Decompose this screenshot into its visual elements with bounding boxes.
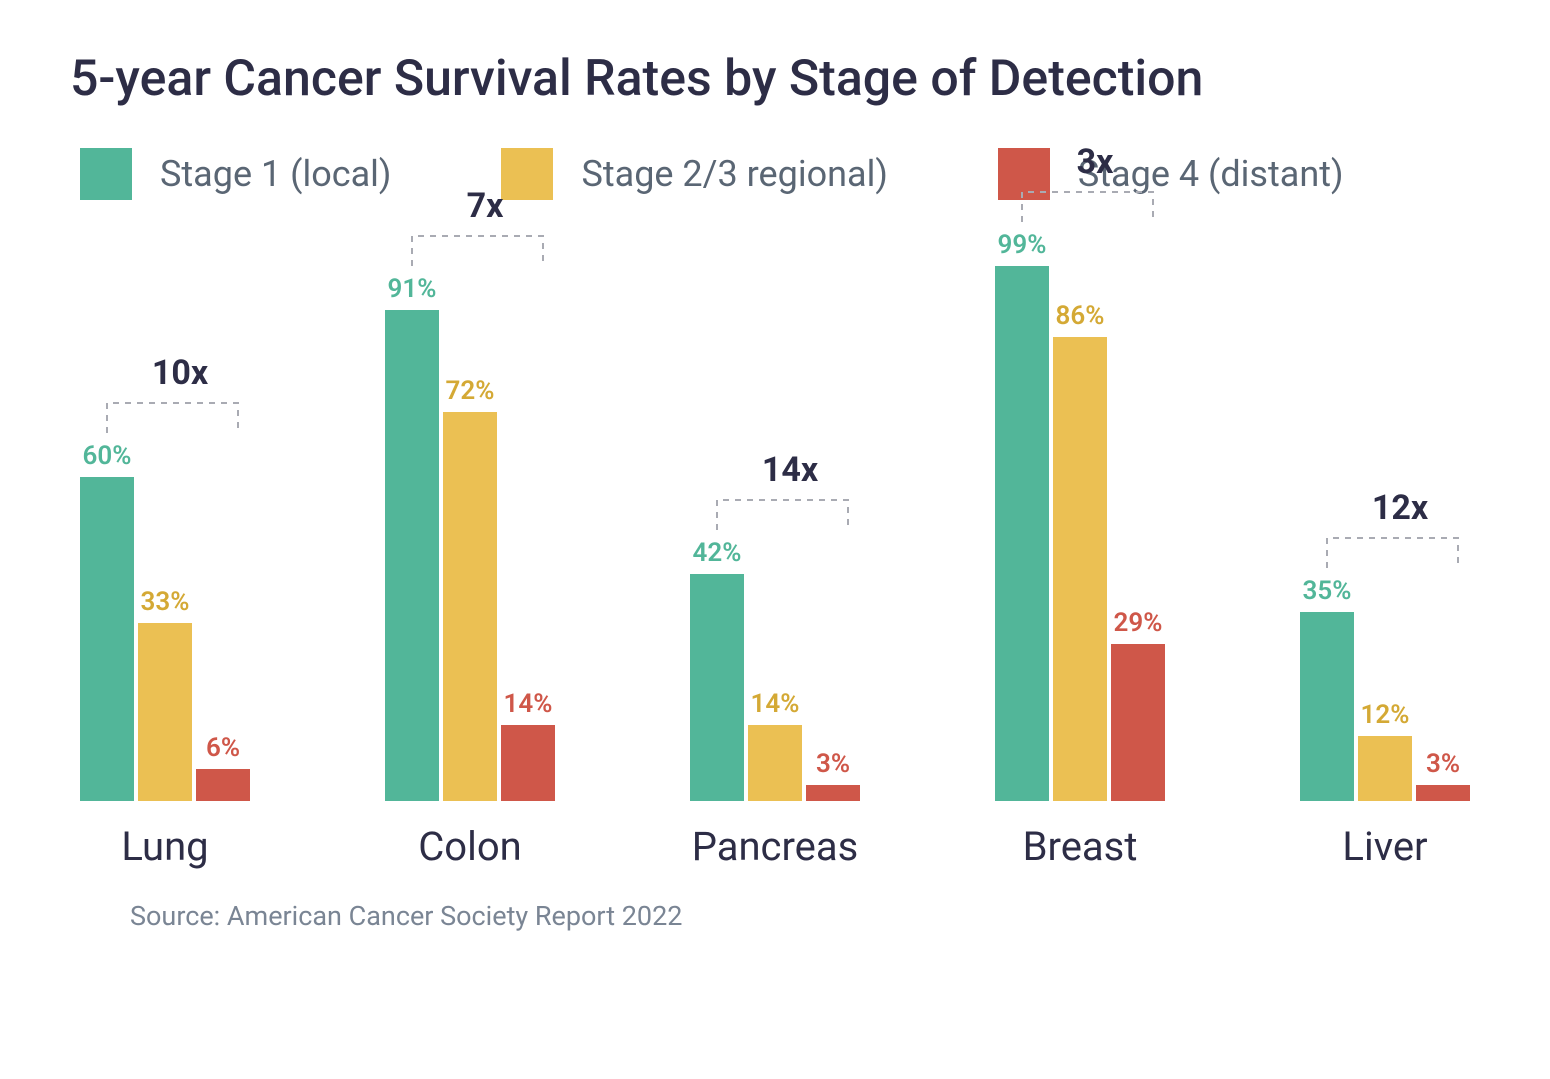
legend: Stage 1 (local) Stage 2/3 regional) Stag… [70, 148, 1480, 200]
bar-value-label: 14% [504, 689, 553, 719]
multiplier-label: 12x [1300, 488, 1500, 528]
group-pancreas: 14x 42% 14% 3% Pan [690, 538, 860, 870]
bar-value-label: 3% [816, 749, 850, 779]
bar-stage4: 3% [1416, 749, 1470, 801]
bar-value-label: 14% [751, 689, 800, 719]
bar-stage4: 6% [196, 733, 250, 801]
bar [443, 412, 497, 801]
bracket-icon [690, 490, 890, 530]
bars: 14x 42% 14% 3% [690, 538, 860, 801]
bar-stage23: 72% [443, 376, 497, 801]
bar-stage1: 35% [1300, 576, 1354, 801]
category-label: Lung [121, 823, 208, 870]
bar [501, 725, 555, 801]
bar-value-label: 60% [83, 441, 132, 471]
plot-area: 10x 60% 33% 6% Lun [70, 230, 1480, 870]
group-liver: 12x 35% 12% 3% Liv [1300, 576, 1470, 870]
bar [806, 785, 860, 801]
bar-value-label: 91% [388, 274, 437, 304]
bars: 12x 35% 12% 3% [1300, 576, 1470, 801]
bar-stage1: 99% [995, 230, 1049, 801]
legend-item-stage23: Stage 2/3 regional) [501, 148, 887, 200]
category-label: Pancreas [692, 823, 859, 870]
legend-item-stage1: Stage 1 (local) [80, 148, 391, 200]
bar [995, 266, 1049, 801]
bar-value-label: 72% [446, 376, 495, 406]
bar-value-label: 6% [206, 733, 240, 763]
category-label: Breast [1023, 823, 1138, 870]
bar-stage1: 42% [690, 538, 744, 801]
bar-groups: 10x 60% 33% 6% Lun [70, 230, 1480, 870]
multiplier-bracket: 10x [80, 353, 280, 437]
bar-value-label: 33% [141, 587, 190, 617]
multiplier-label: 14x [690, 450, 890, 490]
bar [1053, 337, 1107, 801]
legend-label: Stage 1 (local) [160, 153, 391, 195]
bar-stage23: 86% [1053, 301, 1107, 801]
bar-value-label: 35% [1303, 576, 1352, 606]
bar-stage23: 33% [138, 587, 192, 801]
bar [385, 310, 439, 801]
bar-value-label: 3% [1426, 749, 1460, 779]
chart-title: 5-year Cancer Survival Rates by Stage of… [70, 50, 1480, 108]
bar-stage23: 12% [1358, 700, 1412, 801]
bar-stage1: 60% [80, 441, 134, 801]
bar-value-label: 29% [1114, 608, 1163, 638]
legend-label: Stage 2/3 regional) [581, 153, 887, 195]
category-label: Liver [1342, 823, 1427, 870]
source-citation: Source: American Cancer Society Report 2… [70, 900, 1480, 932]
multiplier-label: 10x [80, 353, 280, 393]
multiplier-bracket: 12x [1300, 488, 1500, 572]
bracket-icon [1300, 528, 1500, 568]
bar-stage4: 29% [1111, 608, 1165, 801]
legend-label: Stage 4 (distant) [1078, 153, 1344, 195]
bar [80, 477, 134, 801]
bar-stage1: 91% [385, 274, 439, 801]
bar-value-label: 12% [1361, 700, 1410, 730]
bar [1358, 736, 1412, 801]
bracket-icon [385, 226, 585, 266]
legend-swatch [501, 148, 553, 200]
bar [196, 769, 250, 801]
bar [1300, 612, 1354, 801]
bars: 10x 60% 33% 6% [80, 441, 250, 801]
bar [1111, 644, 1165, 801]
group-lung: 10x 60% 33% 6% Lun [80, 441, 250, 870]
bar-stage4: 3% [806, 749, 860, 801]
bar-value-label: 99% [998, 230, 1047, 260]
legend-swatch [998, 148, 1050, 200]
bar-stage4: 14% [501, 689, 555, 801]
bar-stage23: 14% [748, 689, 802, 801]
legend-swatch [80, 148, 132, 200]
bars: 7x 91% 72% 14% [385, 274, 555, 801]
bar-value-label: 86% [1056, 301, 1105, 331]
legend-item-stage4: Stage 4 (distant) [998, 148, 1344, 200]
category-label: Colon [418, 823, 521, 870]
bars: 3x 99% 86% 29% [995, 230, 1165, 801]
group-breast: 3x 99% 86% 29% Bre [995, 230, 1165, 870]
group-colon: 7x 91% 72% 14% Col [385, 274, 555, 870]
bar [1416, 785, 1470, 801]
bracket-icon [80, 393, 280, 433]
bar-value-label: 42% [693, 538, 742, 568]
chart-container: 5-year Cancer Survival Rates by Stage of… [0, 0, 1550, 1079]
bar [690, 574, 744, 801]
multiplier-bracket: 14x [690, 450, 890, 534]
bar [748, 725, 802, 801]
bar [138, 623, 192, 801]
